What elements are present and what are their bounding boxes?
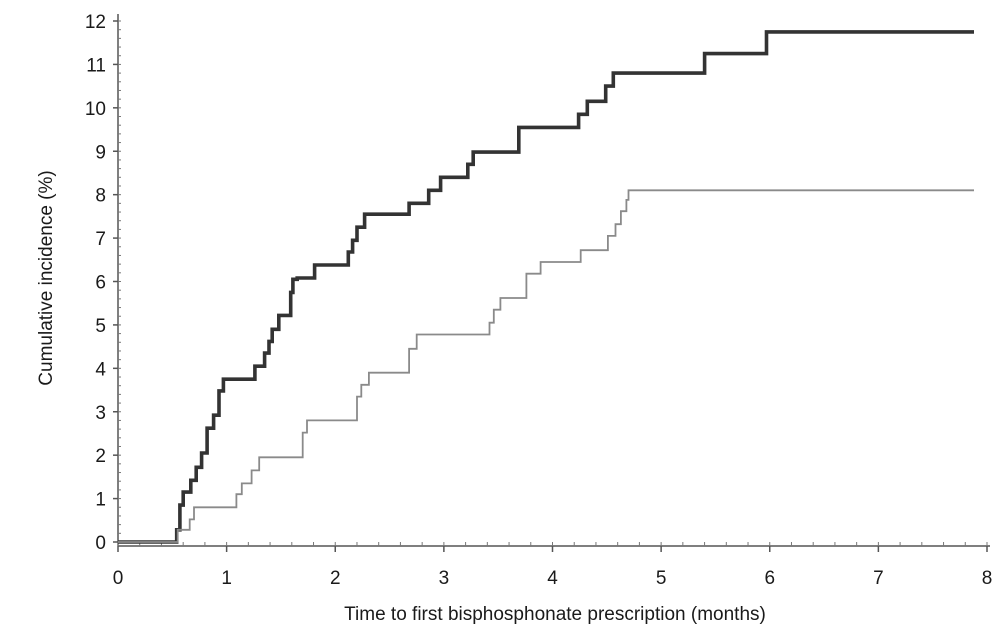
x-tick-label: 0 [113,568,124,589]
y-tick-label: 3 [95,403,106,424]
y-tick-label: 7 [95,229,106,250]
y-tick-label: 5 [95,316,106,337]
y-tick-label: 8 [95,186,106,207]
series-line-2 [118,189,974,543]
y-tick-label: 0 [95,533,106,554]
y-tick-label: 2 [95,446,106,467]
x-axis-title: Time to first bisphosphonate prescriptio… [344,604,766,625]
y-tick-label: 6 [95,273,106,294]
x-tick-label: 8 [982,568,993,589]
y-tick-label: 9 [95,142,106,163]
x-tick-labels: 0 1 2 3 4 5 6 7 8 [113,568,993,589]
x-tick-label: 5 [656,568,667,589]
y-tick-label: 11 [86,55,106,76]
x-tick-label: 2 [330,568,341,589]
y-tick-label: 1 [95,490,106,511]
y-tick-label: 4 [95,359,106,380]
x-tick-label: 3 [439,568,450,589]
y-tick-label: 10 [85,99,106,120]
x-tick-label: 1 [221,568,232,589]
series-lines [118,30,974,544]
axes [117,14,990,547]
y-axis-title: Cumulative incidence (%) [36,170,57,385]
major-ticks [113,20,988,552]
x-tick-label: 6 [764,568,775,589]
x-tick-label: 7 [873,568,884,589]
series-line-1 [118,30,974,544]
minor-ticks [117,20,988,546]
y-tick-label: 12 [85,12,106,33]
x-tick-label: 4 [547,568,558,589]
